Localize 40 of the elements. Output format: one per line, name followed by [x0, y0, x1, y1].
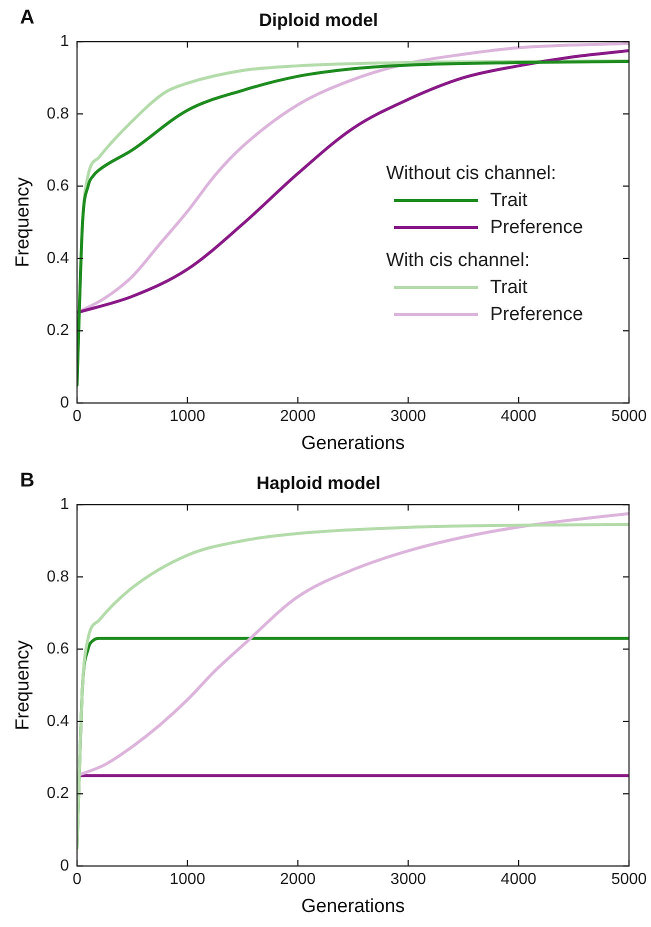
x-tick-label: 4000 [500, 408, 537, 426]
x-tick-label: 3000 [390, 871, 426, 888]
legend-label: Preference [490, 304, 584, 326]
line-series [77, 512, 629, 778]
x-axis-title: Generations [301, 896, 405, 917]
x-tick-label: 5000 [611, 408, 647, 426]
text: B [20, 470, 34, 492]
x-tick-label: 5000 [611, 871, 647, 888]
x-tick-label: 1000 [170, 871, 206, 888]
annotation: With cis channel: [386, 250, 531, 272]
x-axis-title: Generations [301, 432, 405, 454]
legend-label: Trait [490, 190, 528, 212]
y-tick-label: 0.6 [46, 178, 70, 195]
legend-label: Preference [490, 217, 584, 238]
y-tick-label: 0.4 [46, 250, 70, 267]
y-tick-label: 0 [60, 394, 70, 412]
text: A [20, 6, 34, 29]
annotation: Without cis channel: [386, 163, 558, 184]
x-tick-label: 2000 [280, 871, 316, 888]
x-tick-label: 4000 [500, 871, 537, 888]
y-tick-label: 0.6 [46, 640, 70, 658]
x-tick-label: 3000 [390, 408, 426, 426]
chart-title: Haploid model [256, 472, 381, 493]
y-tick-label: 0.2 [46, 322, 70, 340]
y-tick-label: 0.4 [46, 712, 70, 730]
x-tick-label: 0 [72, 871, 82, 888]
line-series [77, 522, 629, 850]
y-axis-title: Frequency [12, 176, 34, 268]
y-tick-label: 0.2 [46, 785, 70, 802]
y-tick-label: 0 [60, 857, 70, 874]
x-tick-label: 0 [72, 408, 82, 426]
y-tick-label: 1 [60, 33, 70, 50]
x-tick-label: 2000 [280, 408, 316, 426]
x-tick-label: 1000 [170, 408, 206, 426]
y-tick-label: 1 [60, 496, 70, 514]
chart-title: Diploid model [259, 10, 378, 30]
legend-label: Trait [490, 277, 528, 298]
y-tick-label: 0.8 [46, 105, 70, 122]
y-tick-label: 0.8 [46, 568, 70, 586]
y-axis-title: Frequency [12, 640, 34, 730]
